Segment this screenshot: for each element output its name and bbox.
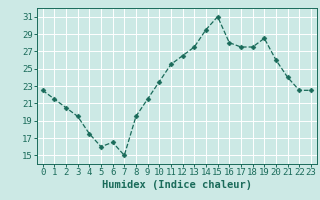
X-axis label: Humidex (Indice chaleur): Humidex (Indice chaleur) bbox=[102, 180, 252, 190]
